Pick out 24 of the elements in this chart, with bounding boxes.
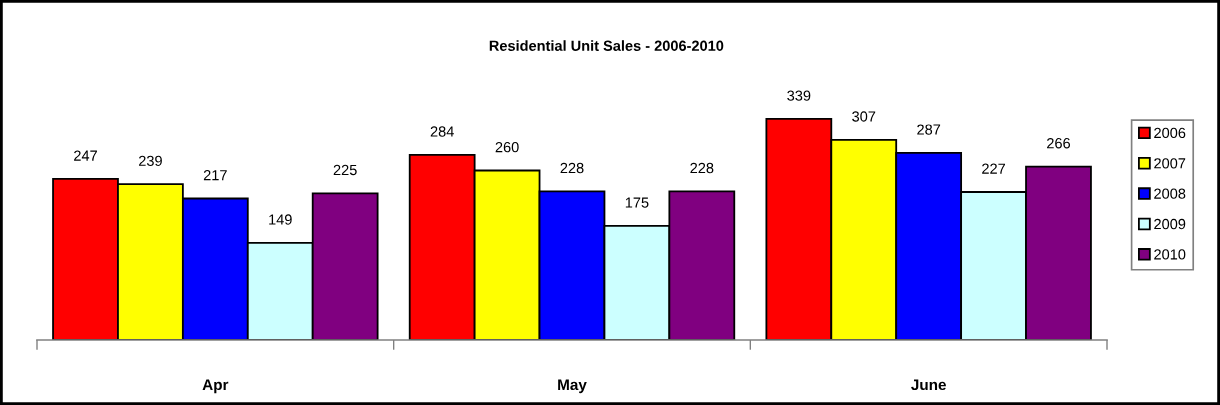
data-label: 227 bbox=[982, 163, 1006, 174]
data-label: 260 bbox=[495, 141, 519, 153]
data-label: 307 bbox=[852, 111, 876, 122]
legend-label: 2008 bbox=[1154, 188, 1186, 199]
x-tick-label: Apr bbox=[202, 379, 229, 394]
data-label: 287 bbox=[917, 124, 941, 135]
data-label: 228 bbox=[690, 162, 714, 174]
data-label: 266 bbox=[1047, 138, 1071, 149]
data-label: 175 bbox=[625, 197, 649, 208]
data-label: 149 bbox=[269, 214, 292, 225]
legend-label: 2007 bbox=[1154, 158, 1186, 169]
data-label: 247 bbox=[74, 150, 97, 161]
data-label: 228 bbox=[560, 162, 584, 174]
data-label: 339 bbox=[787, 90, 811, 101]
legend-label: 2009 bbox=[1154, 218, 1186, 230]
data-label: 239 bbox=[138, 155, 162, 167]
x-tick-label: June bbox=[911, 379, 946, 391]
legend-label: 2010 bbox=[1154, 249, 1186, 260]
x-tick-label: May bbox=[558, 379, 587, 394]
data-label: 217 bbox=[203, 170, 227, 181]
legend-label: 2006 bbox=[1154, 127, 1186, 139]
data-label: 225 bbox=[333, 164, 357, 176]
data-label: 284 bbox=[430, 126, 454, 137]
chart-title: Residential Unit Sales - 2006-2010 bbox=[489, 40, 724, 51]
